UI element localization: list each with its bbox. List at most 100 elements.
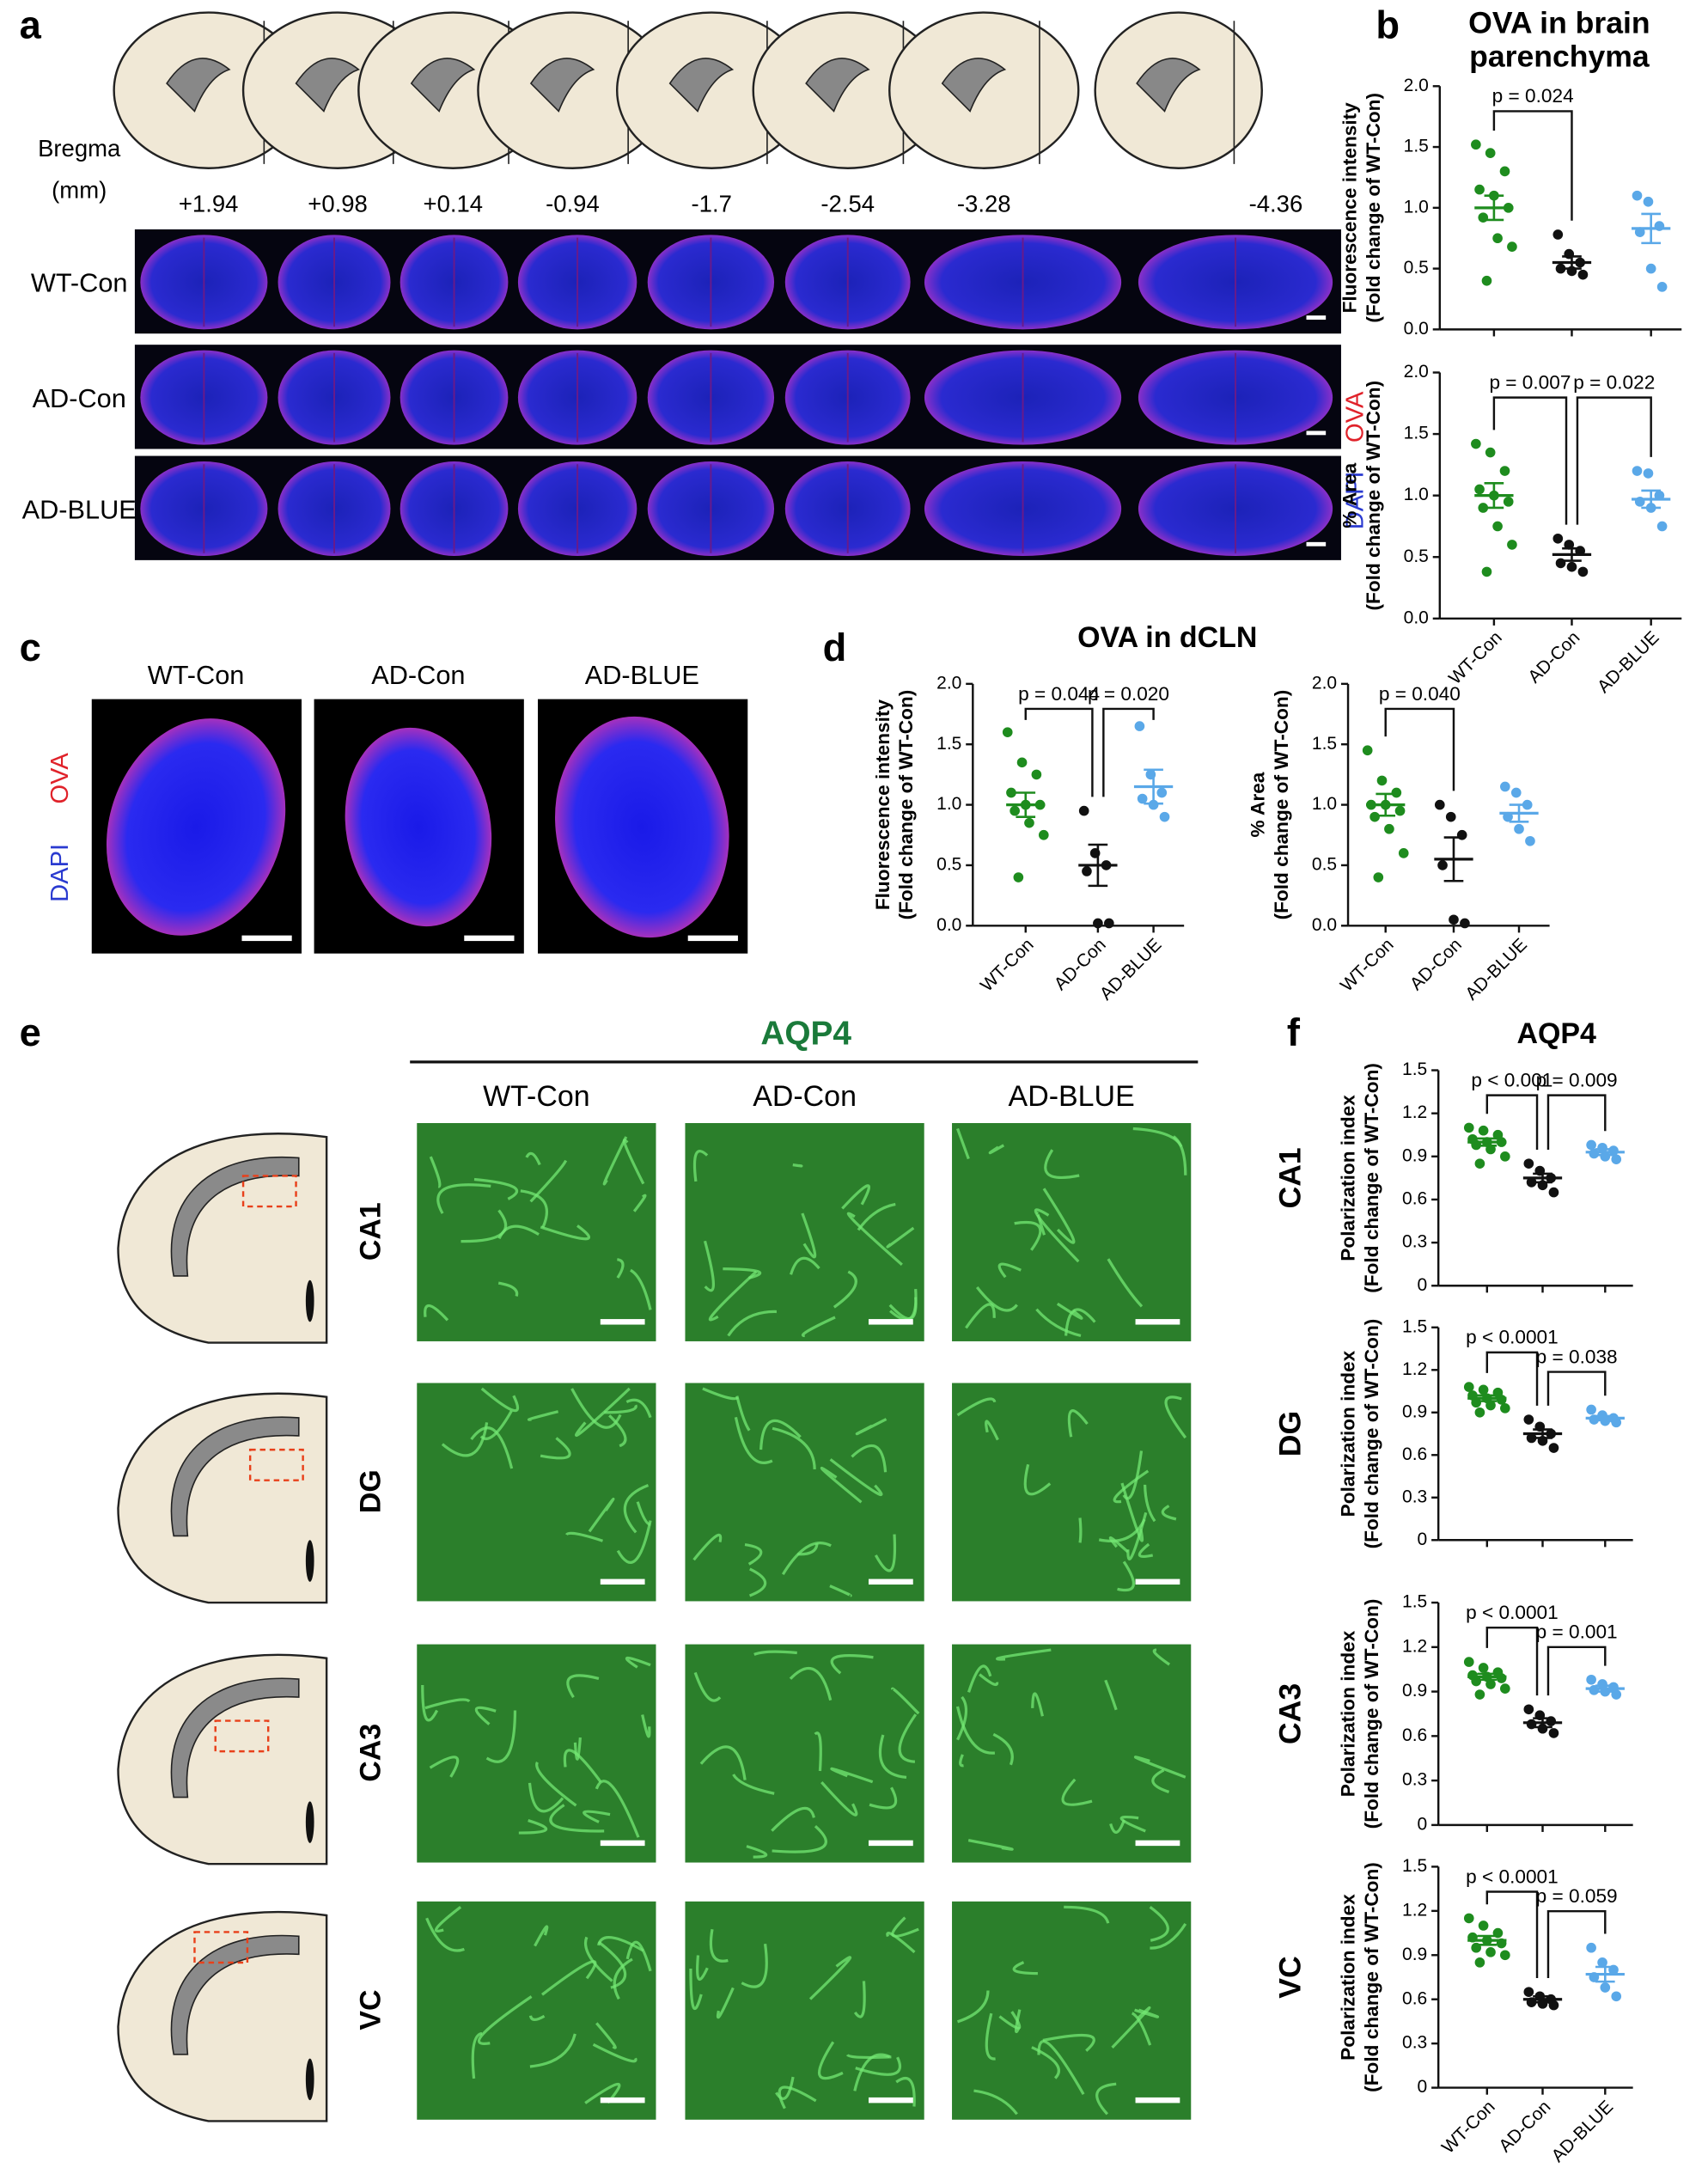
vessel	[1152, 1648, 1171, 1666]
roi-outline	[248, 1448, 304, 1481]
vessel	[480, 1387, 519, 1413]
data-point	[1632, 466, 1643, 476]
vessel	[888, 1297, 918, 1321]
bregma-value: -4.36	[1249, 191, 1303, 217]
panel-letter: a	[20, 3, 42, 46]
bregma-value: -3.28	[957, 191, 1011, 217]
column-label: WT-Con	[148, 660, 245, 690]
data-point	[1523, 1158, 1534, 1169]
vessel	[421, 1685, 439, 1722]
data-point	[1597, 1957, 1607, 1968]
vessel	[622, 1139, 645, 1185]
vessel	[632, 1194, 647, 1212]
significance-bracket	[1485, 1626, 1539, 1696]
vessel	[1031, 2046, 1060, 2079]
region-label: CA3	[354, 1724, 387, 1782]
atlas-white-matter	[170, 1677, 300, 1798]
y-tick-label: 1.5	[1404, 137, 1429, 156]
vessel	[595, 2022, 617, 2049]
vessel	[1111, 2006, 1151, 2049]
p-value: p < 0.001	[1471, 1069, 1552, 1090]
atlas-structure	[805, 58, 870, 113]
data-point	[1566, 561, 1577, 572]
vessel	[520, 1189, 548, 1229]
vessel	[1161, 1505, 1177, 1521]
vessel	[830, 1767, 874, 1784]
vessel	[703, 1240, 716, 1292]
data-point	[1656, 521, 1668, 532]
panel-title: parenchyma	[1469, 39, 1650, 73]
region-label: CA1	[354, 1202, 387, 1261]
stain-label: DAPI	[1341, 471, 1369, 529]
y-tick-label: 0.5	[1312, 854, 1337, 874]
vessel	[874, 1534, 897, 1572]
vessel	[748, 1567, 767, 1597]
vessel	[1143, 1484, 1156, 1523]
scale-bar	[868, 1579, 913, 1585]
y-tick-label: 0.0	[1404, 319, 1429, 339]
vessel	[425, 1917, 465, 1952]
vessel	[959, 1754, 964, 1768]
p-value: p = 0.059	[1536, 1885, 1618, 1907]
atlas-hemisphere	[117, 1133, 328, 1344]
significance-bracket	[1492, 396, 1568, 525]
sem-bar	[1533, 1172, 1552, 1184]
y-tick-label: 1.2	[1402, 1359, 1427, 1379]
panel-letter: d	[823, 626, 847, 669]
vessel	[853, 2053, 891, 2091]
y-axis-label: Polarization index	[1338, 1350, 1359, 1517]
y-tick-label: 1.5	[1402, 1592, 1427, 1612]
data-point	[1526, 1432, 1537, 1444]
vessel	[802, 1316, 836, 1338]
y-axis-label: % Area	[1339, 462, 1360, 528]
vessel	[753, 1650, 797, 1656]
data-point	[1478, 1384, 1489, 1395]
data-point	[1548, 1187, 1559, 1198]
vessel	[424, 1698, 471, 1710]
chart-title: DG	[1273, 1411, 1308, 1456]
data-point	[1500, 1151, 1510, 1162]
y-tick-label: 0.3	[1402, 1232, 1427, 1252]
y-tick-label: 1.0	[1404, 485, 1429, 504]
aqp4-image	[685, 1383, 924, 1602]
scale-bar	[1306, 541, 1327, 547]
data-point	[1394, 805, 1406, 816]
vessel	[957, 1990, 990, 2024]
significance-bracket	[1485, 1890, 1539, 1978]
y-axis-label: (Fold change of WT-Con)	[1361, 1599, 1382, 1829]
x-tick-label: AD-BLUE	[1548, 2097, 1618, 2166]
column-label: AD-BLUE	[585, 660, 699, 690]
vessel	[497, 1281, 519, 1298]
p-value: p = 0.024	[1492, 85, 1574, 107]
vessel	[625, 1940, 652, 1972]
data-point	[1586, 1942, 1596, 1953]
vessel	[797, 1542, 819, 1556]
vessel	[1014, 1221, 1042, 1251]
vessel	[727, 1310, 777, 1337]
data-point	[1474, 184, 1485, 195]
vessel	[1119, 1815, 1146, 1833]
p-value: p = 0.007	[1489, 371, 1571, 393]
atlas-ventricle	[305, 1540, 314, 1582]
vessel	[693, 1671, 722, 1702]
vessel	[965, 1303, 996, 1329]
bregma-value: +0.98	[308, 191, 368, 217]
vessel	[573, 1737, 582, 1761]
vessel	[771, 1806, 815, 1832]
y-tick-label: 0.9	[1402, 1681, 1427, 1701]
p-value: p = 0.038	[1536, 1346, 1618, 1367]
data-point	[1082, 866, 1092, 876]
vessel	[979, 1673, 999, 1687]
vessel	[955, 1706, 996, 1755]
data-point	[1474, 1689, 1485, 1700]
vessel	[584, 1936, 613, 1982]
vessel	[604, 1404, 637, 1414]
atlas-ventricle	[305, 1279, 314, 1322]
vessel	[985, 2012, 996, 2061]
vessel	[528, 2014, 546, 2022]
y-axis-label: Polarization index	[1338, 1894, 1359, 2061]
data-point	[1391, 787, 1402, 798]
vessel	[563, 1749, 602, 1783]
vessel	[820, 1466, 863, 1504]
